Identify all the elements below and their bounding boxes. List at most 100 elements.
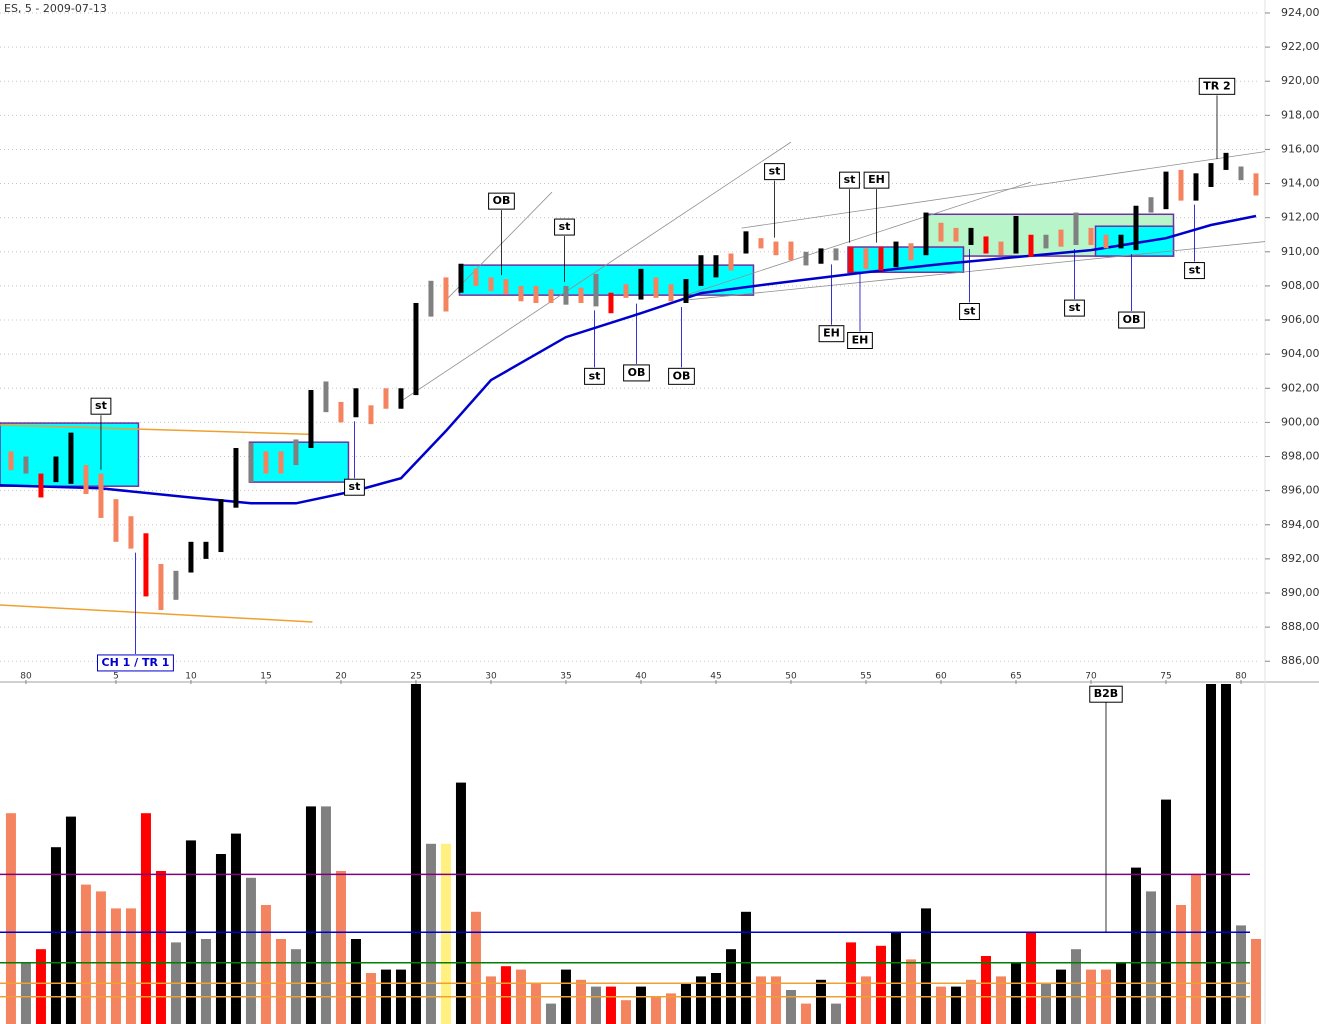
volume-bar: [665, 993, 676, 1024]
volume-bar: [575, 979, 586, 1024]
price-bar: [1013, 215, 1019, 254]
zone: [458, 264, 755, 296]
y-tick-label: 886,00: [1281, 654, 1319, 667]
price-bar: [23, 456, 29, 474]
y-tick-label: 894,00: [1281, 518, 1319, 531]
price-bar: [53, 456, 59, 483]
volume-bar: [425, 843, 436, 1024]
price-bar: [608, 292, 614, 314]
y-tick-label: 916,00: [1281, 142, 1319, 155]
volume-bar: [1025, 932, 1036, 1024]
price-bar: [338, 401, 344, 423]
price-bar: [893, 241, 899, 268]
annotation-box: [1064, 299, 1085, 317]
price-bar: [278, 451, 284, 474]
volume-bar: [1190, 874, 1201, 1024]
price-bar: [248, 442, 254, 483]
y-tick-label: 898,00: [1281, 450, 1319, 463]
volume-bar: [1205, 684, 1216, 1024]
annotation: st: [584, 367, 605, 385]
annotation: OB: [623, 364, 650, 382]
price-bar: [998, 241, 1004, 256]
volume-bar: [875, 945, 886, 1024]
volume-bar: [350, 939, 361, 1024]
volume-bar: [365, 973, 376, 1024]
volume-bar: [5, 813, 16, 1024]
price-bar: [443, 277, 449, 312]
x-tick-label: 80: [20, 672, 32, 682]
x-tick-label: 75: [1160, 672, 1171, 682]
price-bar: [1043, 234, 1049, 249]
x-tick-label: 35: [560, 672, 571, 682]
volume-bar: [770, 976, 781, 1024]
annotation-label: B2B: [1094, 687, 1118, 700]
y-tick-label: 912,00: [1281, 211, 1319, 224]
price-bar: [188, 541, 194, 573]
x-tick-label: 20: [335, 672, 347, 682]
price-bar: [1103, 234, 1109, 249]
price-bar: [1028, 234, 1034, 257]
annotation-label: st: [844, 173, 856, 186]
price-bar: [1058, 229, 1064, 247]
annotation-box: [488, 192, 515, 210]
volume-bar: [530, 983, 541, 1024]
trend-line: [0, 604, 313, 623]
price-bar: [1163, 171, 1169, 210]
price-bar: [1223, 152, 1229, 170]
annotation-box: [863, 171, 890, 189]
volume-bar: [800, 1003, 811, 1024]
price-bar: [458, 263, 464, 293]
price-bar: [548, 289, 554, 303]
annotation-label: st: [589, 369, 601, 382]
volume-bar: [965, 979, 976, 1024]
y-tick-label: 906,00: [1281, 313, 1319, 326]
price-bar: [1118, 234, 1124, 249]
volume-bar: [605, 986, 616, 1024]
annotation-box: [847, 332, 873, 350]
volume-bar: [725, 949, 736, 1024]
volume-bar: [950, 986, 961, 1024]
annotation: EH: [818, 325, 845, 343]
x-tick-label: 30: [485, 672, 497, 682]
annotation: st: [959, 303, 980, 321]
volume-bar: [1220, 684, 1231, 1024]
annotation-label: OB: [628, 366, 646, 379]
annotation-box: [764, 163, 785, 181]
price-bar: [938, 222, 944, 242]
y-tick-label: 902,00: [1281, 381, 1319, 394]
y-tick-label: 922,00: [1281, 40, 1319, 53]
price-bar: [158, 563, 164, 611]
price-bar: [143, 533, 149, 597]
trend-line: [685, 181, 1032, 296]
annotation-label: st: [95, 399, 107, 412]
y-tick-label: 910,00: [1281, 245, 1319, 258]
volume-bar: [935, 986, 946, 1024]
volume-bar: [995, 976, 1006, 1024]
volume-bar: [740, 911, 751, 1024]
y-tick-label: 914,00: [1281, 177, 1319, 190]
annotation: st: [1184, 262, 1205, 280]
x-tick-label: 70: [1085, 672, 1097, 682]
price-bar: [818, 248, 824, 264]
annotation-box: [1184, 262, 1205, 280]
price-bar: [1133, 205, 1139, 251]
annotation: B2B: [1089, 685, 1123, 703]
y-tick-label: 904,00: [1281, 347, 1319, 360]
x-tick-label: 55: [860, 672, 871, 682]
x-tick-label: 45: [710, 672, 721, 682]
x-tick-label: 5: [113, 672, 119, 682]
annotation: st: [344, 478, 365, 496]
price-bar: [428, 280, 434, 317]
price-bar: [728, 253, 734, 271]
annotation-box: [584, 367, 605, 385]
volume-bar: [1130, 867, 1141, 1024]
volume-bar: [440, 843, 451, 1024]
annotation-box: [959, 303, 980, 321]
annotation-box: [97, 654, 174, 672]
volume-bar: [815, 979, 826, 1024]
volume-bar: [500, 966, 511, 1024]
annotation-label: st: [559, 220, 571, 233]
x-tick-label: 80: [1235, 672, 1247, 682]
